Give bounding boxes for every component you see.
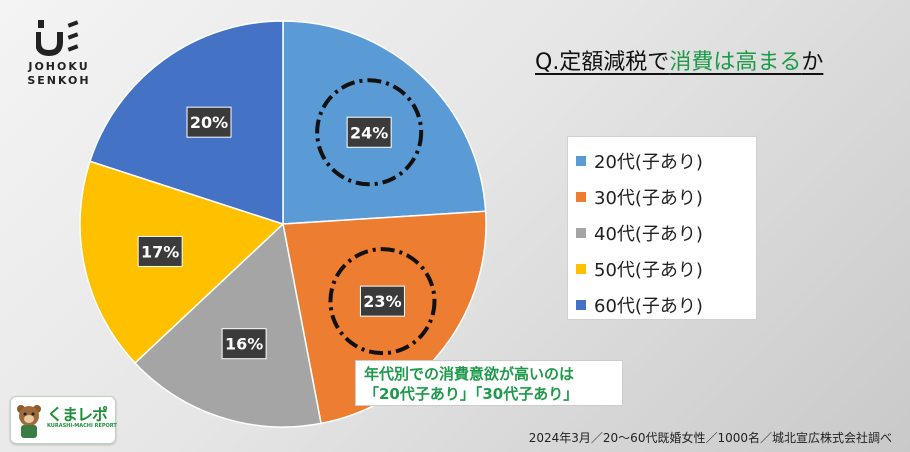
logo-text-line1: JOHOKU [28, 60, 90, 73]
legend-label: 60代(子あり) [594, 296, 703, 317]
pie-slice-60 [88, 20, 284, 226]
legend-item-40: 40代(子あり) [568, 216, 756, 250]
legend-label: 40代(子あり) [594, 224, 703, 245]
source-footnote: 2024年3月／20～60代既婚女性／1000名／城北宣広株式会社調べ [528, 431, 892, 445]
legend-swatch [576, 264, 586, 274]
legend-item-50: 50代(子あり) [568, 252, 756, 286]
highlight-ring-20 [315, 78, 424, 187]
chart-legend: 20代(子あり) 30代(子あり) 40代(子あり) 50代(子あり) 60代(子あり) [567, 136, 757, 320]
title-highlight: 消費は高まる [669, 50, 802, 75]
badge-title: くまレポ [47, 405, 108, 424]
legend-label: 20代(子あり) [594, 152, 703, 173]
data-label-20: 24% [346, 116, 392, 148]
data-label-60: 20% [186, 106, 232, 138]
svg-text:17%: 17% [141, 242, 179, 261]
data-label-50: 17% [137, 235, 183, 267]
chart-title: Q.定額減税で消費は高まるか [535, 44, 823, 76]
pie-slice-40 [133, 222, 322, 428]
badge-subtitle: KURASHI-MACHI REPORT [47, 423, 117, 429]
annotation-note: 年代別での消費意欲が高いのは 「20代子あり」「30代子あり」 [355, 360, 623, 406]
legend-swatch [576, 300, 586, 310]
legend-item-30: 30代(子あり) [568, 180, 756, 214]
svg-text:24%: 24% [350, 123, 388, 142]
legend-item-20: 20代(子あり) [568, 144, 756, 178]
pie-slice-30 [282, 210, 487, 425]
svg-text:20%: 20% [190, 113, 228, 132]
note-line1: 年代別での消費意欲が高いのは [364, 365, 575, 383]
data-label-40: 16% [221, 328, 267, 360]
legend-label: 30代(子あり) [594, 188, 703, 209]
kumarepo-badge: くまレポ KURASHI-MACHI REPORT [10, 396, 117, 444]
svg-text:16%: 16% [225, 335, 263, 354]
title-suffix: か [801, 50, 824, 75]
company-logo: JOHOKU SENKOH [14, 20, 104, 88]
legend-swatch [576, 192, 586, 202]
logo-mark-icon [36, 20, 79, 56]
bear-mascot-icon [17, 405, 41, 438]
title-prefix: Q.定額減税で [535, 50, 670, 75]
legend-swatch [576, 156, 586, 166]
logo-text-line2: SENKOH [27, 74, 91, 87]
legend-swatch [576, 228, 586, 238]
svg-text:23%: 23% [363, 292, 401, 311]
highlight-ring-30 [328, 247, 437, 356]
legend-label: 50代(子あり) [594, 260, 703, 281]
legend-item-60: 60代(子あり) [568, 288, 756, 322]
data-label-30: 23% [359, 285, 405, 317]
note-line2: 「20代子あり」「30代子あり」 [364, 385, 579, 403]
